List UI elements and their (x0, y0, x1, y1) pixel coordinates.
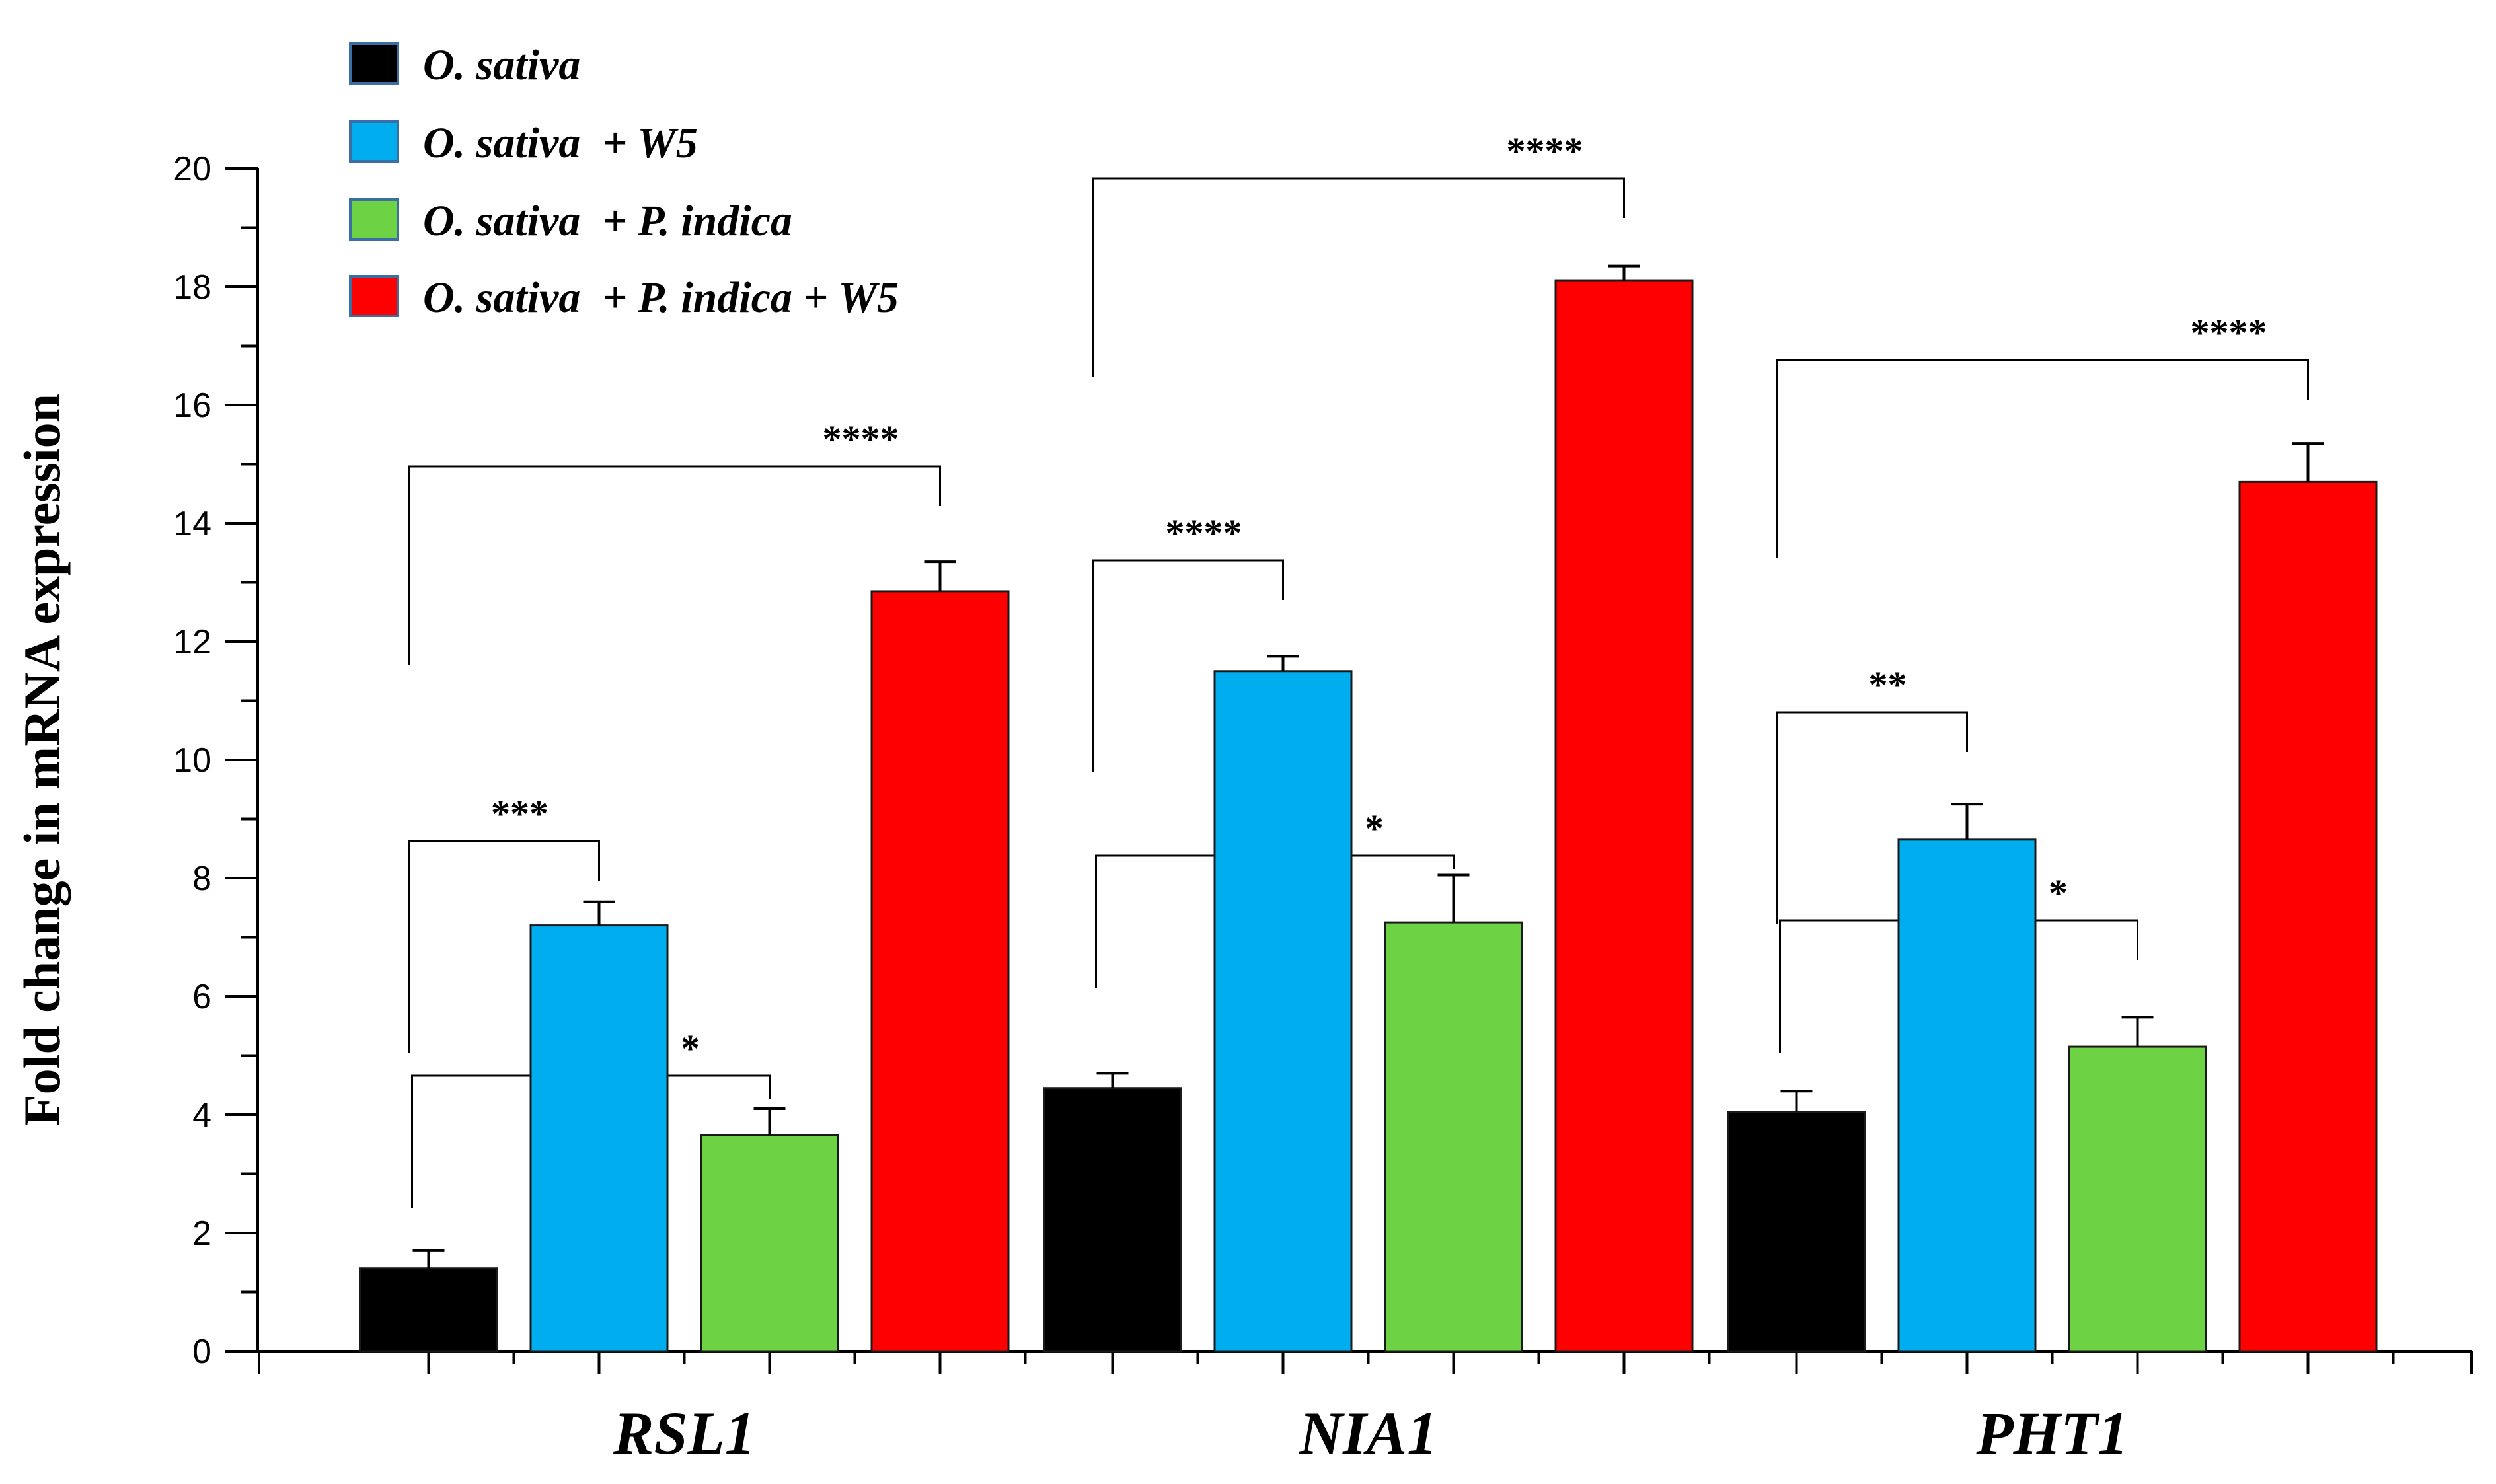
axes: 0 2 4 6 8 10 12 14 16 18 20 RSL1 NIA1 PHT1 (173, 150, 2473, 1467)
bar (1554, 279, 1694, 1353)
significance-bracket (408, 840, 600, 1053)
significance-label: ** (1869, 663, 1907, 706)
significance-label: **** (1166, 511, 1242, 554)
y-tick-label: 16 (173, 387, 211, 425)
y-axis-label: Fold change in mRNA expression (13, 394, 71, 1126)
legend-swatch (349, 120, 399, 163)
bar (1213, 670, 1353, 1353)
legend-label: O. sativa + P. indica + W5 (423, 274, 899, 322)
bar (870, 590, 1010, 1353)
significance-bracket (1092, 177, 1625, 377)
legend-label: O. sativa + W5 (423, 119, 698, 167)
legend-label: O. sativa + P. indica (423, 197, 792, 245)
y-tick-label: 2 (192, 1214, 211, 1253)
y-tick-label: 10 (173, 741, 211, 780)
legend-label: O. sativa (423, 41, 580, 89)
significance-bracket (1776, 711, 1968, 924)
legend-swatch (349, 198, 399, 241)
significance-label: **** (2191, 311, 2267, 354)
bar (1897, 838, 2037, 1353)
bar (700, 1134, 839, 1353)
y-tick-label: 14 (173, 505, 211, 543)
significance-label: * (1365, 807, 1384, 850)
significance-label: * (2049, 872, 2068, 914)
y-tick-label: 4 (192, 1096, 211, 1134)
y-tick-label: 18 (173, 268, 211, 307)
significance-label: **** (823, 418, 899, 461)
bars (359, 264, 2378, 1353)
bar (359, 1267, 498, 1353)
significance-bracket (1776, 359, 2309, 558)
legend-swatch (349, 275, 399, 317)
bar (2238, 480, 2378, 1353)
x-category-label: PHT1 (1976, 1399, 2129, 1467)
y-tick-label: 8 (192, 860, 211, 898)
y-tick-label: 0 (192, 1333, 211, 1371)
y-tick-label: 12 (173, 623, 211, 661)
significance-label: *** (491, 792, 548, 835)
legend-swatch (349, 42, 399, 85)
y-tick-label: 20 (173, 150, 211, 188)
significance-label: * (681, 1027, 700, 1070)
significance-label: **** (1507, 130, 1583, 172)
significance-bracket (1092, 559, 1284, 772)
y-tick-label: 6 (192, 978, 211, 1016)
bar (2068, 1045, 2207, 1353)
x-category-label: NIA1 (1299, 1399, 1438, 1467)
x-category-label: RSL1 (613, 1399, 755, 1467)
legend: O. sativa O. sativa + W5 O. sativa + P. in… (349, 41, 899, 322)
bar (1384, 921, 1523, 1353)
bar (529, 924, 669, 1353)
significance-bracket (408, 465, 941, 665)
bar (1043, 1087, 1182, 1353)
bar (1727, 1111, 1866, 1353)
